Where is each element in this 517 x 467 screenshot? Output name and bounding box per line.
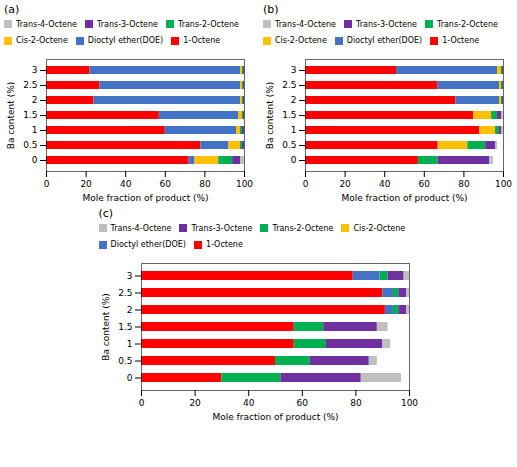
svg-text:80: 80 xyxy=(458,179,470,189)
html-text:(b): (b) xyxy=(263,3,279,16)
svg-text:0: 0 xyxy=(291,155,297,165)
svg-text:Mole fraction of product (%): Mole fraction of product (%) xyxy=(82,193,208,203)
html-text:Trans-3-Octene: Trans-3-Octene xyxy=(191,223,253,233)
svg-text:1: 1 xyxy=(32,125,38,135)
svg-text:100: 100 xyxy=(236,179,253,189)
svg-text:0.5: 0.5 xyxy=(23,140,37,150)
svg-text:2.5: 2.5 xyxy=(118,288,132,298)
svg-text:Mole fraction of product (%): Mole fraction of product (%) xyxy=(341,193,467,203)
svg-text:2.5: 2.5 xyxy=(23,80,37,90)
svg-text:3: 3 xyxy=(291,65,297,75)
html-text:Trans-2-Octene: Trans-2-Octene xyxy=(178,19,239,29)
svg-text:1.5: 1.5 xyxy=(282,110,296,120)
svg-text:100: 100 xyxy=(495,179,512,189)
html-text:1-Octene: 1-Octene xyxy=(442,36,480,46)
svg-text:3: 3 xyxy=(32,65,38,75)
html-text:(c): (c) xyxy=(98,207,114,220)
svg-text:1: 1 xyxy=(126,339,132,349)
svg-text:2: 2 xyxy=(291,95,297,105)
svg-text:40: 40 xyxy=(379,179,391,189)
html-text:Trans-4-Octene: Trans-4-Octene xyxy=(275,19,336,29)
html-text:Dioctyl ether(DOE): Dioctyl ether(DOE) xyxy=(110,240,186,250)
html-text:1-Octene: 1-Octene xyxy=(183,36,221,46)
svg-text:0.5: 0.5 xyxy=(118,356,132,366)
html-text:Trans-3-Octene: Trans-3-Octene xyxy=(97,19,158,29)
html-text:Cis-2-Octene: Cis-2-Octene xyxy=(275,36,327,46)
html-text:Trans-2-Octene: Trans-2-Octene xyxy=(272,223,334,233)
svg-text:0.5: 0.5 xyxy=(282,140,296,150)
html-text:Dioctyl ether(DOE): Dioctyl ether(DOE) xyxy=(87,36,164,46)
svg-text:Ba content (%): Ba content (%) xyxy=(6,82,16,149)
svg-text:0: 0 xyxy=(44,179,50,189)
svg-text:2.5: 2.5 xyxy=(282,80,296,90)
svg-text:0: 0 xyxy=(126,373,132,383)
html-text:Dioctyl ether(DOE): Dioctyl ether(DOE) xyxy=(346,36,423,46)
svg-text:3: 3 xyxy=(126,271,132,281)
svg-text:100: 100 xyxy=(400,398,417,408)
html-text:Trans-4-Octene: Trans-4-Octene xyxy=(110,223,172,233)
svg-text:1: 1 xyxy=(291,125,297,135)
svg-text:Ba content (%): Ba content (%) xyxy=(100,293,110,360)
svg-text:1.5: 1.5 xyxy=(23,110,37,120)
svg-text:0: 0 xyxy=(32,155,38,165)
html-text:Cis-2-Octene: Cis-2-Octene xyxy=(353,223,406,233)
svg-text:1.5: 1.5 xyxy=(118,322,132,332)
svg-text:Ba content (%): Ba content (%) xyxy=(265,82,275,149)
svg-text:80: 80 xyxy=(199,179,211,189)
svg-text:80: 80 xyxy=(350,398,362,408)
svg-text:2: 2 xyxy=(126,305,132,315)
html-text:Trans-2-Octene: Trans-2-Octene xyxy=(437,19,498,29)
svg-text:0: 0 xyxy=(303,179,309,189)
html-text:1-Octene: 1-Octene xyxy=(205,240,243,250)
html-text:Trans-3-Octene: Trans-3-Octene xyxy=(356,19,417,29)
svg-text:60: 60 xyxy=(419,179,431,189)
svg-text:60: 60 xyxy=(296,398,308,408)
html-text:(a): (a) xyxy=(4,3,20,16)
svg-text:60: 60 xyxy=(160,179,172,189)
svg-text:40: 40 xyxy=(120,179,132,189)
svg-text:20: 20 xyxy=(80,179,92,189)
svg-text:20: 20 xyxy=(339,179,351,189)
html-text:Trans-4-Octene: Trans-4-Octene xyxy=(16,19,77,29)
svg-text:Mole fraction of product (%): Mole fraction of product (%) xyxy=(212,412,338,422)
svg-text:40: 40 xyxy=(242,398,254,408)
svg-text:20: 20 xyxy=(189,398,201,408)
html-text:Cis-2-Octene: Cis-2-Octene xyxy=(16,36,68,46)
svg-text:0: 0 xyxy=(138,398,144,408)
svg-text:2: 2 xyxy=(32,95,38,105)
